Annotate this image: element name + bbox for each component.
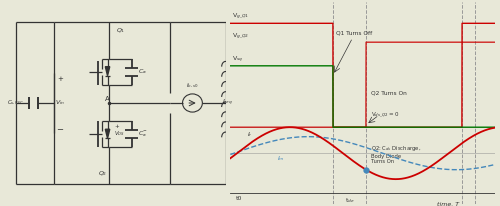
Text: time, T: time, T xyxy=(437,202,459,206)
Text: t0: t0 xyxy=(236,196,242,201)
Text: A: A xyxy=(106,96,110,102)
Text: $V_{in}$: $V_{in}$ xyxy=(55,98,65,108)
Text: V$_{g\_Q1}$: V$_{g\_Q1}$ xyxy=(232,12,249,21)
Text: $Q_1$: $Q_1$ xyxy=(116,26,126,35)
Text: $C_a^{-}$: $C_a^{-}$ xyxy=(138,130,148,139)
Text: $C_{s,PFC}$: $C_{s,PFC}$ xyxy=(7,99,24,107)
Text: V$_{g\_Q2}$: V$_{g\_Q2}$ xyxy=(232,32,249,41)
Text: $I_{b,s0}$: $I_{b,s0}$ xyxy=(186,82,198,90)
Polygon shape xyxy=(106,67,110,76)
Text: $I_r$: $I_r$ xyxy=(247,131,253,139)
Text: Q2: C$_{ds}$ Discharge,
Body Diode
Turns On: Q2: C$_{ds}$ Discharge, Body Diode Turns… xyxy=(372,144,422,164)
Text: $Q_2$: $Q_2$ xyxy=(98,169,107,178)
Text: $V_{DS}$: $V_{DS}$ xyxy=(114,129,125,138)
Polygon shape xyxy=(106,129,110,138)
Text: t$_{de}$: t$_{de}$ xyxy=(344,196,354,205)
Text: $-$: $-$ xyxy=(56,123,64,132)
Text: V$_{ds\_Q2}$ = 0: V$_{ds\_Q2}$ = 0 xyxy=(372,111,400,119)
Text: V$_{sq}$: V$_{sq}$ xyxy=(232,54,243,65)
Text: $I_m$: $I_m$ xyxy=(276,154,284,163)
Text: Q2 Turns On: Q2 Turns On xyxy=(372,91,407,96)
Text: $C_a$: $C_a$ xyxy=(138,67,147,76)
Text: +: + xyxy=(114,124,119,129)
Text: $L_{eq}$: $L_{eq}$ xyxy=(222,98,233,108)
Text: Q1 Turns Off: Q1 Turns Off xyxy=(336,30,372,35)
Text: +: + xyxy=(57,76,63,82)
